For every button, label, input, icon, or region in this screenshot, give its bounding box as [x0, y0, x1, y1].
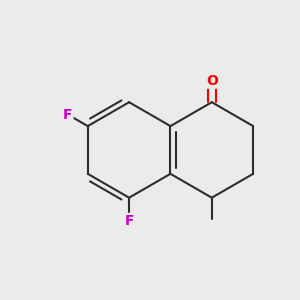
Text: F: F	[124, 214, 134, 228]
Text: O: O	[206, 74, 218, 88]
Text: F: F	[63, 107, 73, 122]
